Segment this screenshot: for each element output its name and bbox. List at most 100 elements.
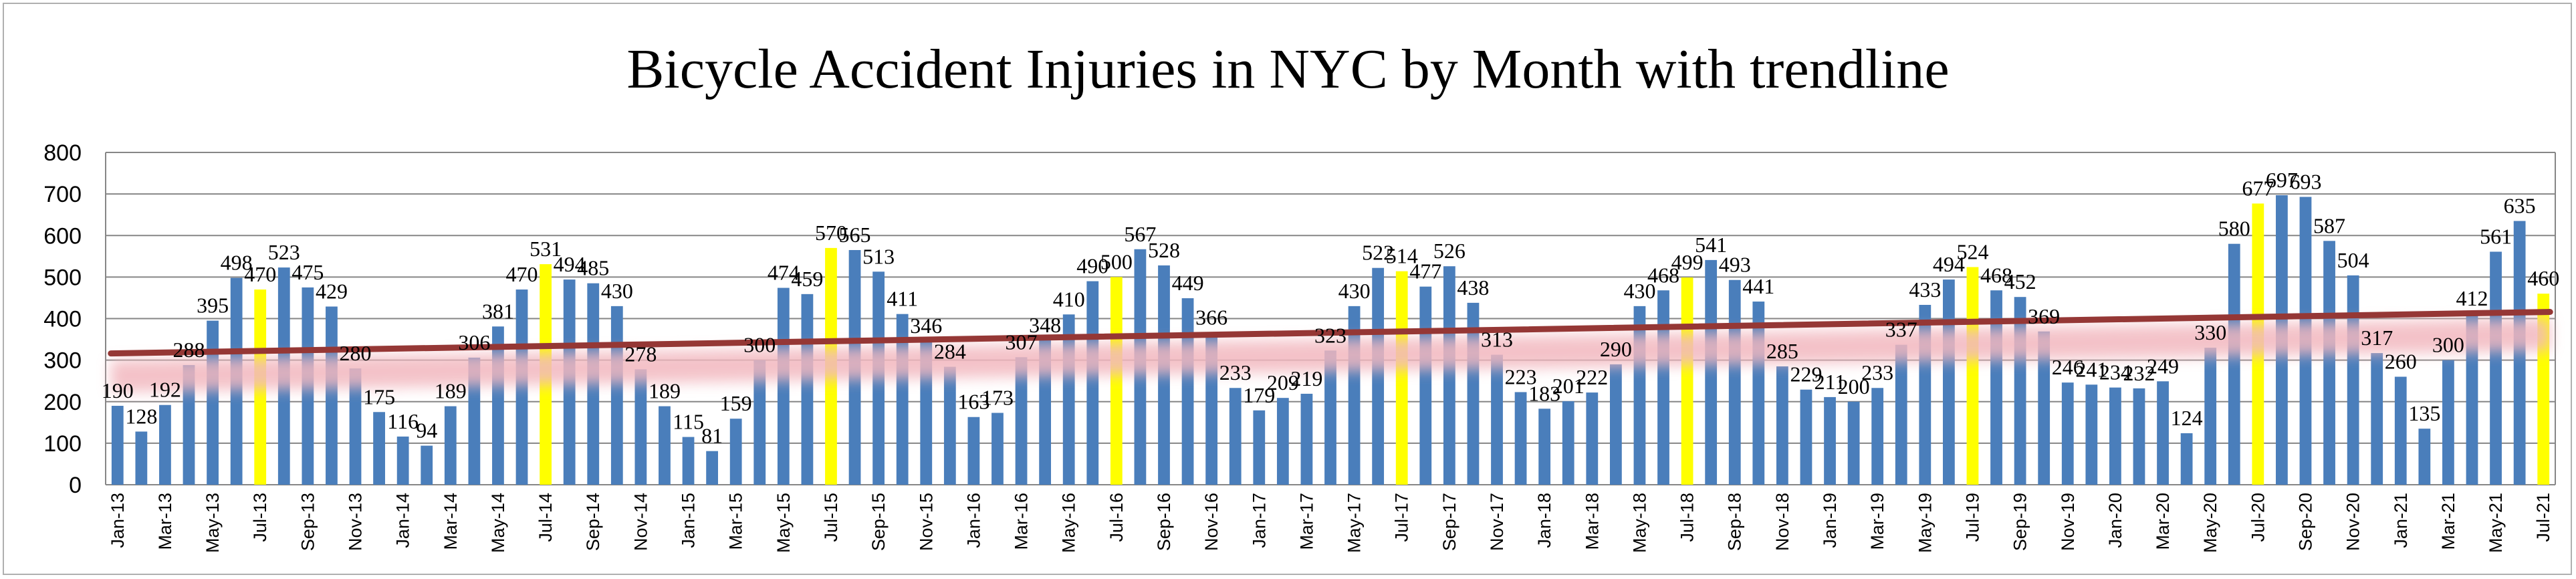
bar-Jan-18 (1538, 409, 1551, 485)
data-label-Mar-18: 222 (1576, 365, 1608, 389)
data-label-Oct-16: 449 (1172, 271, 1204, 295)
bar-Dec-13 (373, 412, 385, 485)
data-label-Apr-19: 337 (1885, 318, 1917, 342)
data-label-Nov-16: 366 (1195, 306, 1227, 330)
data-label-Apr-13: 288 (173, 338, 205, 362)
data-label-Jul-14: 531 (530, 237, 562, 261)
data-label-Apr-21: 412 (2456, 286, 2488, 310)
bar-Nov-13 (349, 368, 362, 485)
data-labels-layer: 1901281922883954984705234754292801751169… (102, 168, 2559, 448)
x-tick-label: Sep-20 (2295, 493, 2315, 551)
bar-Jul-16 (1110, 277, 1123, 485)
bar-Jul-18 (1681, 277, 1693, 485)
data-label-Mar-20: 249 (2147, 354, 2179, 378)
x-tick-label: Jul-14 (536, 493, 556, 542)
bar-Dec-16 (1229, 388, 1242, 485)
data-label-Mar-14: 189 (435, 379, 467, 403)
x-tick-label: Jul-18 (1677, 493, 1697, 542)
bar-Feb-13 (135, 431, 148, 485)
bar-Apr-13 (183, 365, 195, 485)
x-tick-label: Jul-15 (821, 493, 841, 542)
data-label-May-16: 410 (1053, 287, 1085, 311)
x-tick-label: Jan-17 (1249, 493, 1269, 548)
x-tick-label: May-21 (2486, 493, 2506, 553)
data-label-Feb-19: 200 (1838, 374, 1870, 398)
data-label-Jul-20: 677 (2242, 176, 2274, 200)
data-label-Feb-18: 201 (1552, 374, 1585, 398)
bar-Apr-17 (1324, 350, 1336, 485)
data-label-Dec-14: 189 (649, 379, 681, 403)
x-tick-label: May-13 (203, 493, 223, 553)
x-tick-label: Jul-16 (1106, 493, 1127, 542)
data-label-Feb-16: 173 (981, 386, 1014, 410)
x-tick-label: Jul-17 (1392, 493, 1412, 542)
data-label-Jun-19: 494 (1933, 252, 1965, 276)
bar-Oct-16 (1181, 298, 1194, 485)
x-tick-label: Jul-20 (2248, 493, 2268, 542)
data-label-Nov-13: 280 (340, 341, 372, 365)
data-label-Feb-20: 232 (2123, 361, 2155, 385)
x-tick-label: Sep-13 (298, 493, 318, 551)
bar-Jul-17 (1395, 271, 1408, 485)
x-tick-label: Mar-16 (1012, 493, 1032, 550)
y-tick-label: 800 (43, 140, 82, 166)
data-label-Jun-15: 459 (791, 267, 823, 291)
x-tick-label: Mar-14 (441, 493, 461, 550)
bar-Feb-20 (2133, 388, 2145, 485)
trendline (108, 309, 2553, 357)
bar-Oct-13 (326, 306, 338, 485)
data-label-Nov-18: 285 (1766, 339, 1798, 363)
data-label-Nov-17: 313 (1481, 328, 1513, 352)
x-tick-label: Mar-20 (2153, 493, 2173, 550)
bar-Jun-21 (2513, 221, 2526, 485)
x-tick-label: Jan-21 (2391, 493, 2411, 548)
bar-May-21 (2490, 251, 2502, 485)
data-label-Sep-13: 475 (291, 260, 324, 284)
x-tick-label: Sep-14 (583, 493, 603, 551)
data-label-Jan-17: 179 (1243, 383, 1275, 407)
x-tick-label: Nov-13 (346, 493, 366, 551)
x-tick-label: Jan-18 (1534, 493, 1554, 548)
bar-Mar-13 (159, 404, 171, 485)
data-label-Jun-20: 580 (2218, 217, 2250, 241)
bar-Jan-16 (967, 417, 980, 485)
data-label-Aug-13: 523 (268, 240, 300, 264)
data-label-Jan-16: 163 (957, 390, 989, 414)
data-label-Jan-21: 260 (2385, 349, 2417, 373)
data-label-Apr-14: 306 (458, 330, 490, 354)
data-label-Jul-17: 514 (1386, 244, 1418, 268)
bar-May-13 (207, 320, 219, 485)
x-tick-label: Nov-17 (1487, 493, 1507, 551)
data-label-Nov-19: 246 (2052, 355, 2084, 379)
data-label-Aug-18: 541 (1695, 233, 1727, 257)
bar-Mar-15 (729, 419, 742, 485)
bar-Sep-17 (1443, 266, 1455, 485)
data-label-Mar-16: 307 (1006, 330, 1038, 354)
data-label-Jul-13: 470 (244, 262, 276, 286)
bar-Jun-15 (801, 294, 814, 485)
bar-Jan-13 (111, 405, 124, 485)
x-tick-label: Sep-15 (868, 493, 889, 551)
bar-Nov-20 (2347, 275, 2359, 485)
data-label-Nov-14: 278 (624, 342, 657, 366)
x-tick-label: Mar-17 (1296, 493, 1316, 550)
bar-Mar-20 (2157, 381, 2169, 485)
bar-May-18 (1633, 306, 1646, 485)
data-label-Dec-18: 229 (1790, 362, 1822, 386)
data-label-Aug-20: 697 (2266, 168, 2298, 192)
y-tick-label: 0 (69, 473, 82, 498)
bar-Apr-19 (1895, 344, 1907, 485)
x-tick-label: Jul-13 (250, 493, 270, 542)
x-tick-label: Mar-19 (1867, 493, 1887, 550)
data-label-May-17: 430 (1338, 279, 1371, 303)
x-tick-label: Nov-20 (2343, 493, 2363, 551)
data-label-Jul-18: 499 (1671, 250, 1704, 274)
x-tick-label: Nov-18 (1772, 493, 1792, 551)
data-label-Aug-16: 567 (1124, 222, 1156, 246)
data-label-Oct-19: 369 (2028, 304, 2060, 328)
data-label-Oct-20: 587 (2313, 213, 2345, 237)
data-label-Jul-19: 524 (1956, 239, 1988, 263)
data-label-Jun-16: 490 (1076, 254, 1108, 278)
x-tick-label: May-17 (1344, 493, 1365, 553)
x-tick-label: May-19 (1915, 493, 1935, 553)
